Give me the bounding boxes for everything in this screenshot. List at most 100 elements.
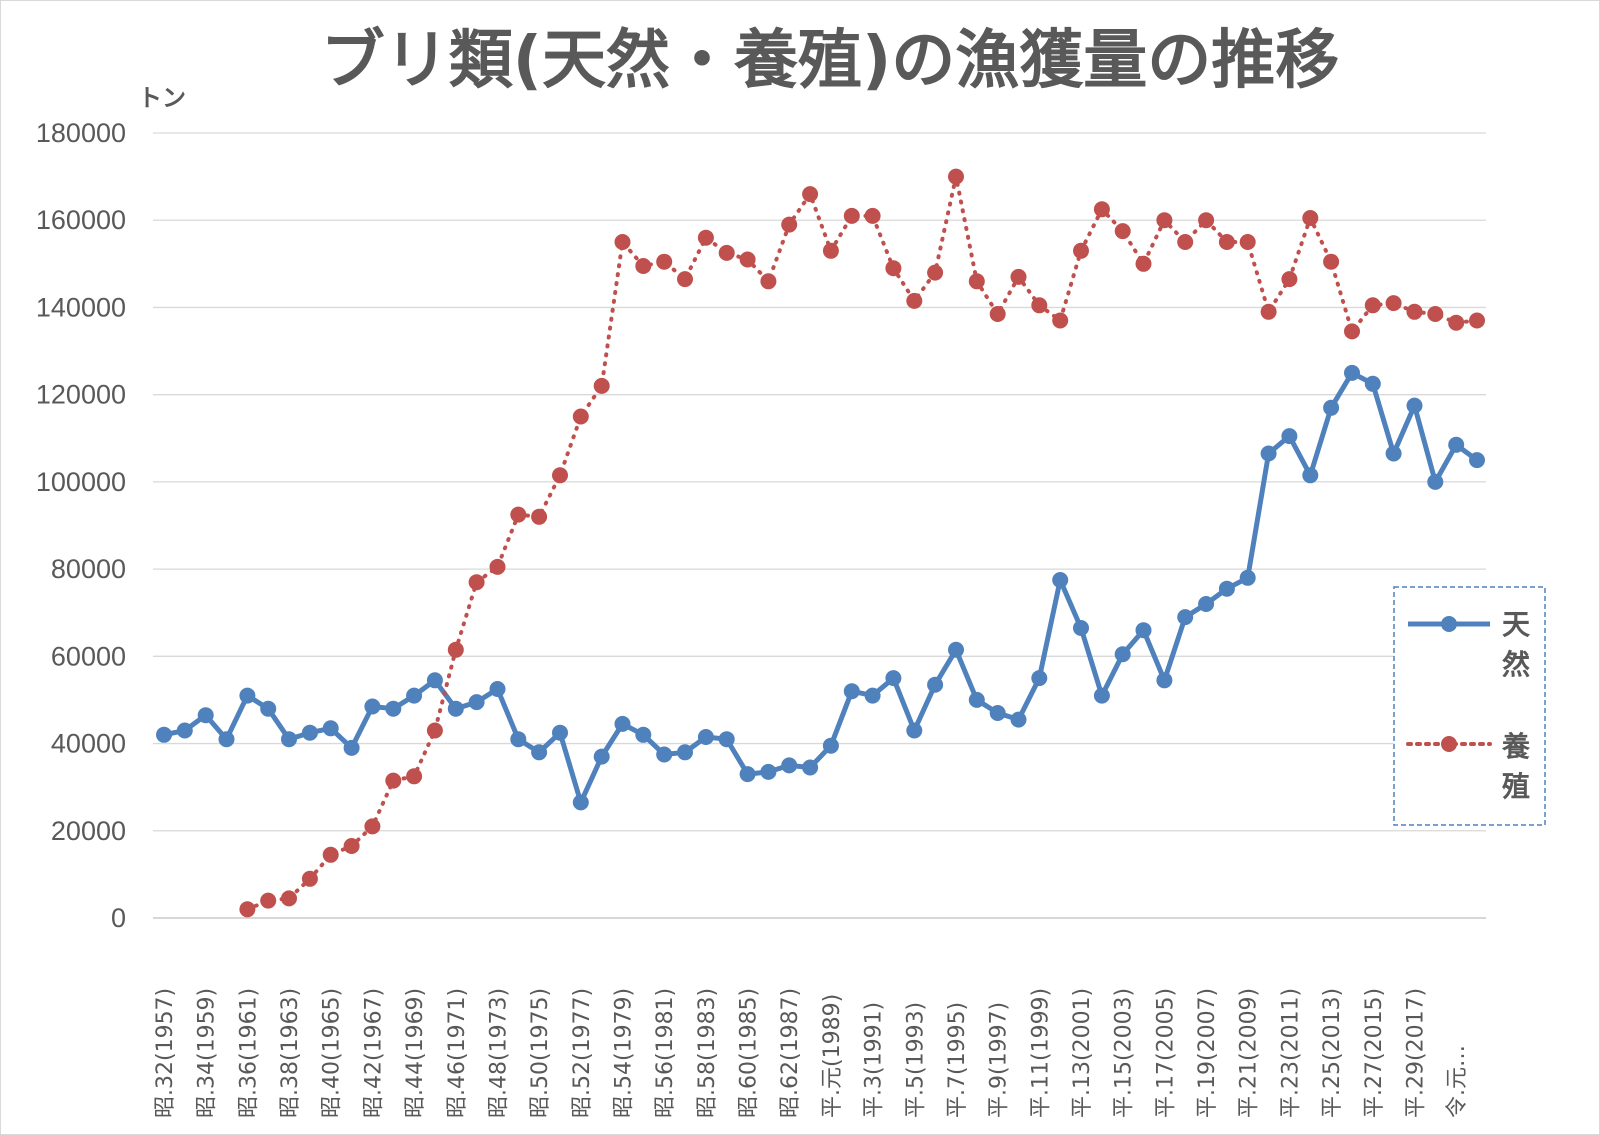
- data-point: [281, 890, 297, 907]
- data-point: [364, 698, 381, 715]
- x-tick-label: 平.17(2005): [1153, 988, 1178, 1118]
- x-tick-label: 昭.60(1985): [737, 988, 762, 1118]
- y-tick-label: 40000: [51, 729, 126, 759]
- data-point: [1406, 303, 1423, 320]
- x-tick-label: 昭.38(1963): [278, 988, 303, 1118]
- data-point: [468, 694, 485, 711]
- data-point: [406, 687, 423, 704]
- data-point: [822, 242, 839, 259]
- data-point: [1344, 323, 1360, 340]
- data-point: [1364, 375, 1381, 392]
- data-point: [989, 705, 1006, 721]
- data-point: [552, 724, 568, 741]
- data-point: [426, 672, 443, 689]
- data-point: [1302, 210, 1319, 226]
- data-point: [718, 244, 735, 261]
- data-point: [1239, 234, 1256, 250]
- data-point: [1260, 445, 1277, 462]
- y-tick-label: 80000: [51, 554, 126, 584]
- chart-title: ブリ類(天然・養殖)の漁獲量の推移: [321, 24, 1340, 98]
- data-point: [614, 715, 631, 732]
- data-point: [281, 731, 297, 748]
- series-layer: [156, 168, 1485, 918]
- y-axis-unit-label: トン: [138, 84, 186, 112]
- data-point: [489, 558, 506, 575]
- data-point: [1281, 428, 1298, 445]
- x-tick-label: 昭.54(1979): [612, 988, 637, 1118]
- data-point: [1448, 436, 1465, 453]
- x-tick-label: 平.元(1989): [820, 994, 845, 1118]
- data-point: [1156, 212, 1173, 229]
- data-point: [802, 759, 819, 776]
- data-point: [552, 467, 568, 484]
- data-point: [156, 726, 172, 743]
- legend-marker-natural: [1441, 616, 1457, 632]
- data-point: [864, 207, 881, 224]
- data-point: [426, 722, 443, 739]
- data-point: [1302, 467, 1319, 484]
- data-point: [760, 273, 777, 290]
- data-point: [885, 670, 902, 687]
- x-tick-label: 平.5(1993): [903, 1002, 928, 1118]
- x-tick-label: 昭.58(1983): [695, 988, 720, 1118]
- y-tick-label: 140000: [36, 292, 126, 322]
- data-point: [489, 681, 506, 697]
- data-point: [447, 700, 464, 717]
- x-tick-label: 平.21(2009): [1237, 988, 1262, 1118]
- data-point: [1344, 364, 1360, 381]
- data-point: [385, 700, 402, 717]
- x-tick-label: 昭.40(1965): [320, 988, 345, 1118]
- series-natural: [156, 364, 1485, 811]
- data-point: [239, 687, 256, 704]
- x-tick-label: 平.15(2003): [1112, 988, 1137, 1118]
- data-point: [343, 739, 360, 756]
- legend: 天然 養殖: [1393, 586, 1546, 826]
- data-point: [1010, 268, 1027, 285]
- data-point: [781, 216, 798, 233]
- x-tick-label: 平.23(2011): [1278, 988, 1303, 1118]
- data-point: [656, 746, 673, 763]
- data-point: [447, 641, 464, 658]
- x-tick-label: 昭.52(1977): [570, 988, 595, 1118]
- data-point: [948, 641, 964, 658]
- data-point: [1135, 622, 1152, 639]
- legend-label-cultured: 養殖: [1501, 730, 1530, 803]
- data-point: [1281, 271, 1298, 288]
- data-point: [677, 271, 693, 288]
- data-point: [822, 737, 839, 754]
- data-point: [1427, 473, 1444, 490]
- data-point: [739, 251, 756, 268]
- data-point: [843, 683, 860, 700]
- data-point: [343, 838, 360, 854]
- data-point: [1177, 234, 1194, 250]
- data-point: [593, 748, 610, 765]
- data-point: [1198, 596, 1215, 612]
- data-point: [1323, 399, 1340, 416]
- data-point: [260, 892, 277, 909]
- data-point: [1031, 297, 1048, 314]
- data-point: [1093, 201, 1110, 218]
- data-point: [968, 273, 985, 290]
- data-point: [948, 168, 964, 185]
- y-tick-label: 60000: [51, 641, 126, 671]
- data-point: [864, 687, 881, 704]
- data-point: [614, 234, 631, 250]
- data-point: [1073, 620, 1089, 636]
- y-tick-label: 20000: [51, 816, 126, 846]
- x-tick-label: 平.29(2017): [1403, 988, 1428, 1118]
- y-tick-label: 100000: [36, 467, 126, 497]
- x-tick-label: 平.9(1997): [987, 1002, 1012, 1118]
- x-tick-label: 昭.50(1975): [528, 988, 553, 1118]
- data-point: [1406, 397, 1423, 414]
- x-tick-label: 昭.34(1959): [195, 988, 220, 1118]
- data-point: [1323, 253, 1340, 270]
- data-point: [176, 722, 193, 739]
- data-point: [1385, 445, 1402, 462]
- data-point: [635, 726, 652, 743]
- data-point: [510, 506, 527, 523]
- y-tick-labels: 0 20000 40000 60000 80000 100000 120000 140000 1…: [36, 118, 126, 933]
- data-point: [197, 707, 214, 724]
- y-tick-label: 0: [111, 903, 126, 933]
- data-point: [1385, 295, 1402, 312]
